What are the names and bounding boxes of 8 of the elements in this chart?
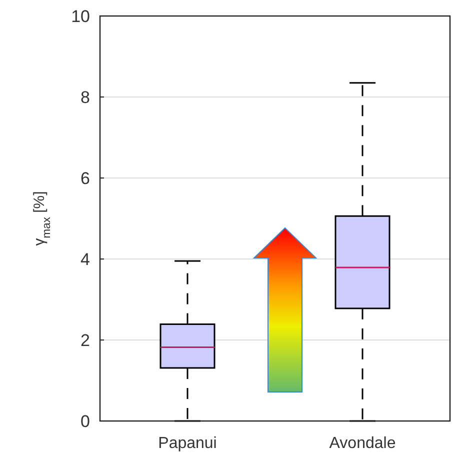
y-tick-label: 0 <box>80 412 90 431</box>
x-tick-label: Avondale <box>329 435 396 452</box>
y-tick-label: 6 <box>80 168 90 188</box>
y-tick-label: 4 <box>80 250 90 269</box>
y-tick-label: 2 <box>80 330 90 350</box>
y-tick-label: 10 <box>71 6 90 26</box>
x-tick-label: Papanui <box>158 435 217 452</box>
y-tick-label: 8 <box>80 88 90 107</box>
